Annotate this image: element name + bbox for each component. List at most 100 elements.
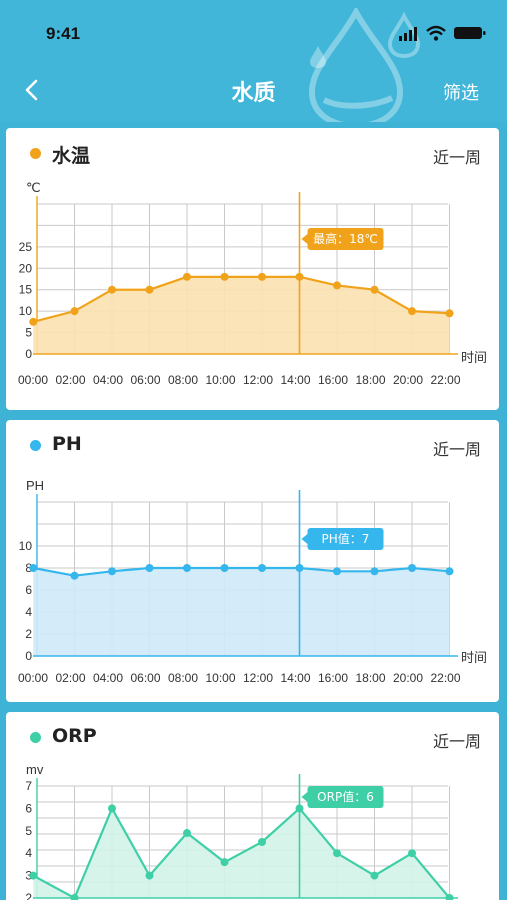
y-tick-label: 0 [25, 649, 32, 663]
tooltip-box [307, 528, 384, 550]
x-tick-label: 06:00 [130, 373, 160, 387]
battery-icon [454, 27, 486, 39]
x-tick-label: 16:00 [318, 671, 348, 685]
x-tick-label: 02:00 [55, 373, 85, 387]
data-point [445, 309, 454, 318]
data-point [258, 272, 266, 281]
tooltip-arrow [301, 792, 308, 802]
value-tooltip: 最高：18℃ [301, 228, 384, 250]
data-point [370, 871, 379, 880]
wifi-icon [426, 25, 446, 41]
y-tick-label: 2 [25, 891, 32, 900]
data-point [145, 871, 154, 880]
tooltip-box [307, 228, 384, 250]
data-point [145, 285, 154, 294]
y-tick-label: 5 [25, 326, 32, 340]
data-point [295, 272, 304, 281]
y-tick-label: 0 [25, 347, 32, 361]
card-title: PH [52, 433, 82, 455]
data-point [258, 564, 266, 572]
data-point [70, 307, 79, 316]
data-point [220, 564, 229, 572]
legend-dot [30, 148, 41, 159]
signal-icon [399, 27, 417, 41]
ph-chart: PH 0 2 4 6 8 10 PH值：7 时间 00:00 02:00 04:00 06:00 08:0… [18, 478, 487, 685]
x-tick-label: 00:00 [18, 671, 48, 685]
back-icon[interactable] [22, 78, 42, 102]
ph-card: PH 近一周 PH 0 2 4 6 8 10 PH值：7 时间 00:00 02:00 04:00 06… [6, 420, 499, 702]
data-point [29, 871, 38, 880]
x-tick-label: 14:00 [280, 373, 310, 387]
data-point [108, 285, 116, 294]
card-header: ORP 近一周 [6, 712, 499, 762]
orp-chart: mv 2 3 4 5 6 7 ORP值：6 [25, 762, 458, 900]
y-tick-label: 5 [25, 824, 32, 838]
y-tick-label: 10 [19, 304, 33, 318]
range-selector[interactable]: 近一周 [432, 732, 481, 751]
x-tick-label: 06:00 [130, 671, 160, 685]
x-tick-label: 10:00 [205, 671, 235, 685]
x-tick-label: 08:00 [168, 671, 198, 685]
water-temp-chart: ℃ 0 5 10 15 20 25 最高：18℃ 时间 00:00 02:00 04:00 06:00 0… [18, 180, 487, 387]
data-point [445, 567, 454, 576]
data-point [408, 564, 416, 572]
data-point [333, 567, 341, 576]
y-axis-unit: PH [26, 478, 44, 493]
x-tick-label: 22:00 [430, 373, 460, 387]
tooltip-text: PH值：7 [322, 531, 370, 546]
data-point [220, 858, 229, 867]
data-point [333, 849, 341, 858]
range-selector[interactable]: 近一周 [432, 148, 481, 167]
data-point [183, 564, 191, 572]
legend-dot [30, 732, 41, 743]
data-point [29, 317, 38, 326]
y-tick-label: 4 [25, 846, 32, 860]
data-point [108, 567, 116, 576]
x-tick-label: 18:00 [355, 373, 385, 387]
tooltip-arrow [301, 234, 308, 244]
y-tick-label: 7 [25, 779, 32, 793]
value-tooltip: PH值：7 [301, 528, 384, 550]
tooltip-arrow [301, 534, 308, 544]
data-point [108, 804, 116, 813]
card-header: 水温 近一周 [6, 128, 499, 178]
data-point [445, 894, 454, 900]
data-point [295, 804, 304, 813]
y-tick-label: 25 [19, 240, 33, 254]
x-tick-label: 18:00 [355, 671, 385, 685]
data-point [408, 307, 416, 316]
data-point [183, 829, 191, 838]
x-tick-label: 10:00 [205, 373, 235, 387]
tooltip-box [307, 786, 384, 808]
orp-card: ORP 近一周 mv 2 3 4 5 6 7 ORP值：6 [6, 712, 499, 900]
y-axis-unit: ℃ [26, 180, 41, 195]
x-tick-label: 22:00 [430, 671, 460, 685]
data-point [70, 894, 79, 900]
x-tick-label: 02:00 [55, 671, 85, 685]
data-point [370, 285, 379, 294]
tooltip-text: 最高：18℃ [313, 231, 378, 246]
x-tick-label: 08:00 [168, 373, 198, 387]
y-axis-unit: mv [26, 762, 44, 777]
x-tick-label: 04:00 [93, 671, 123, 685]
x-tick-label: 12:00 [243, 373, 273, 387]
series-area [33, 276, 450, 354]
data-point [295, 564, 304, 572]
x-tick-label: 20:00 [393, 671, 423, 685]
data-point [370, 567, 379, 576]
tooltip-text: ORP值：6 [317, 789, 374, 804]
status-time: 9:41 [46, 24, 81, 43]
y-tick-label: 15 [19, 283, 33, 297]
range-selector[interactable]: 近一周 [432, 440, 481, 459]
series-line [33, 566, 450, 577]
data-point [29, 564, 38, 572]
y-tick-label: 10 [19, 539, 33, 553]
y-tick-label: 3 [25, 869, 32, 883]
app-header: 9:41 水质 筛选 [0, 0, 507, 122]
y-tick-label: 8 [25, 561, 32, 575]
page-title: 水质 [231, 81, 276, 106]
y-tick-label: 2 [25, 627, 32, 641]
filter-button[interactable]: 筛选 [443, 83, 479, 104]
x-tick-label: 20:00 [393, 373, 423, 387]
y-tick-label: 4 [25, 605, 32, 619]
